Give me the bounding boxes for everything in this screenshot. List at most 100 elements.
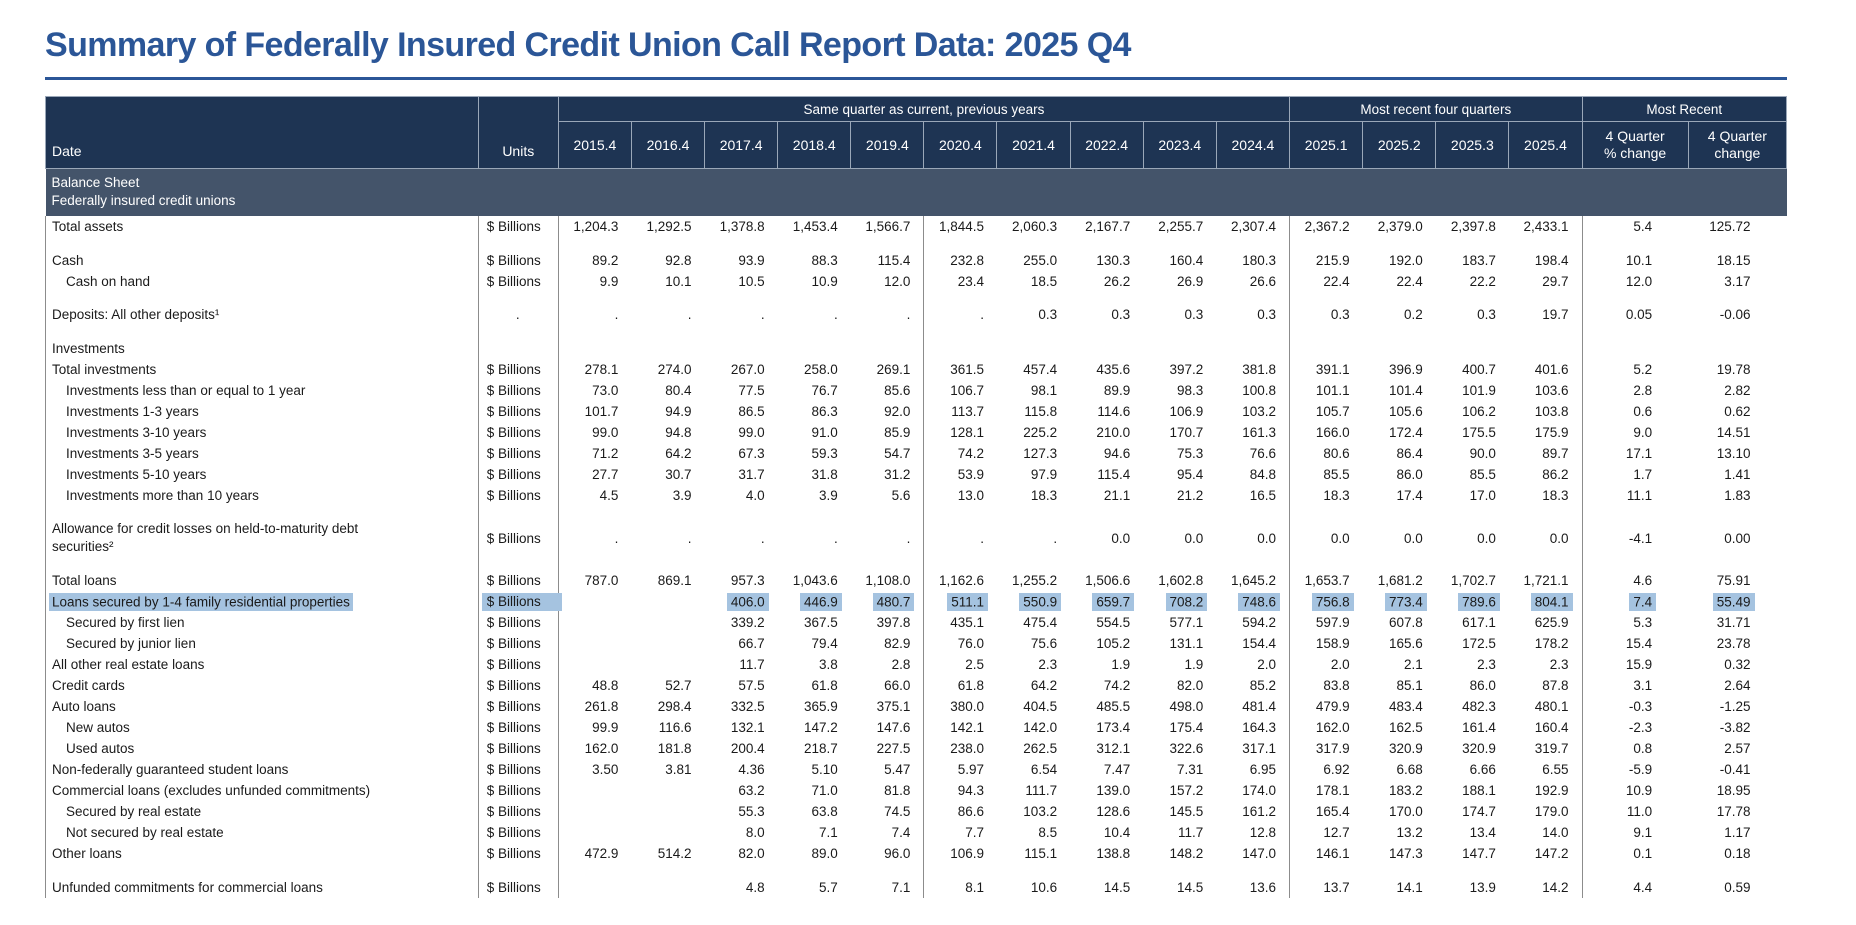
value-cell: 1,378.8 <box>705 216 778 237</box>
cell-value: . <box>614 530 619 546</box>
cell-value: 480.1 <box>1534 699 1569 715</box>
cell-value: 577.1 <box>1169 615 1204 631</box>
cell-value: 7.1 <box>891 879 911 895</box>
cell-value: 76.6 <box>1249 445 1277 461</box>
cell-value: 57.5 <box>738 678 765 694</box>
value-cell <box>850 325 925 359</box>
row-label-cell: Secured by first lien <box>45 612 479 634</box>
units-value: $ Billions <box>486 424 541 440</box>
value-cell: 9.1 <box>1582 822 1688 843</box>
value-cell: 607.8 <box>1363 612 1436 633</box>
value-cell: 2.57 <box>1688 738 1786 759</box>
cell-value: 2.82 <box>1724 382 1751 398</box>
table-row: Total loans $ Billions 787.0 869.1 957.3 1,04… <box>45 557 1787 592</box>
cell-value: 80.6 <box>1323 445 1350 461</box>
value-cell: 7.1 <box>850 864 925 898</box>
cell-value: 64.2 <box>665 445 692 461</box>
cell-value: 0.00 <box>1724 530 1751 546</box>
value-cell: . <box>631 506 704 558</box>
value-cell: 63.8 <box>778 801 851 822</box>
value-cell: 406.0 <box>705 591 778 612</box>
value-cell: 1,204.3 <box>558 216 631 237</box>
row-label: Total assets <box>52 219 124 235</box>
value-cell: 147.2 <box>1508 843 1583 865</box>
value-cell: 0.3 <box>1143 292 1216 326</box>
cell-value: 89.0 <box>811 846 838 862</box>
table-row: Commercial loans (excludes unfunded comm… <box>45 780 1787 802</box>
cell-value: 0.3 <box>1330 307 1350 323</box>
cell-value: 10.5 <box>738 273 765 289</box>
units-value: $ Billions <box>486 699 541 715</box>
cell-value: 147.3 <box>1388 846 1423 862</box>
row-label: Deposits: All other deposits¹ <box>52 307 220 323</box>
value-cell: 396.9 <box>1363 359 1436 380</box>
cell-value: 147.2 <box>1534 846 1569 862</box>
cell-value: 181.8 <box>657 741 692 757</box>
cell-value: 12.0 <box>884 273 911 289</box>
cell-value: 6.92 <box>1323 762 1350 778</box>
cell-value: 106.7 <box>950 382 984 398</box>
cell-value: 210.0 <box>1096 424 1131 440</box>
value-cell: 128.6 <box>1070 801 1143 822</box>
cell-value: 10.1 <box>1625 252 1653 268</box>
row-label: New autos <box>66 720 130 736</box>
cell-value: 59.3 <box>811 445 838 461</box>
value-cell: 1,602.8 <box>1143 558 1216 592</box>
value-cell: 142.1 <box>924 717 997 738</box>
date-column-header: Date <box>45 96 479 169</box>
units-cell: $ Billions <box>478 484 559 506</box>
table-row: Investments more than 10 years $ Billions… <box>45 484 1787 506</box>
table-header: Date Units Same quarter as current, prev… <box>45 96 1788 169</box>
value-cell: 322.6 <box>1143 738 1216 759</box>
value-cell: 148.2 <box>1143 843 1216 864</box>
page: Summary of Federally Insured Credit Unio… <box>45 26 1788 898</box>
value-cell: 14.0 <box>1508 822 1583 844</box>
value-cell: 0.6 <box>1582 401 1688 422</box>
value-cell: 480.7 <box>850 591 925 613</box>
value-cell: 63.2 <box>705 780 778 801</box>
cell-value: 113.7 <box>951 403 984 419</box>
cell-value: 17.78 <box>1716 804 1751 820</box>
cell-value: 61.8 <box>811 678 838 694</box>
value-cell: 7.7 <box>924 822 997 843</box>
cell-value: -2.3 <box>1628 720 1653 736</box>
cell-value: 11.0 <box>1626 804 1653 820</box>
cell-value: 2.0 <box>1257 657 1277 673</box>
value-cell: 92.8 <box>631 237 704 271</box>
row-label-cell: Investments less than or equal to 1 year <box>45 379 479 401</box>
value-cell <box>1363 325 1436 359</box>
value-cell: -0.06 <box>1688 292 1786 326</box>
value-cell: 178.1 <box>1290 780 1363 801</box>
cell-value: 320.9 <box>1462 741 1496 757</box>
value-cell: 161.3 <box>1216 421 1291 443</box>
value-cell: 98.3 <box>1143 380 1216 401</box>
cell-value: 7.47 <box>1103 762 1131 778</box>
row-label: Investments 5-10 years <box>66 466 207 482</box>
cell-value: 322.6 <box>1169 741 1204 757</box>
cell-value: 89.2 <box>592 252 619 268</box>
cell-value: 86.2 <box>1542 466 1569 482</box>
value-cell: 10.9 <box>778 271 851 292</box>
cell-value: 9.0 <box>1633 424 1653 440</box>
value-cell: -1.25 <box>1688 696 1786 717</box>
value-cell: 6.55 <box>1508 759 1583 781</box>
cell-value: 131.1 <box>1169 636 1204 652</box>
cell-value: 86.3 <box>811 403 838 419</box>
value-cell: . <box>997 506 1070 558</box>
cell-value: 13.7 <box>1323 879 1350 895</box>
value-cell <box>1290 325 1363 359</box>
value-cell: 8.0 <box>705 822 778 843</box>
cell-value: 2.57 <box>1724 741 1751 757</box>
value-cell: 106.9 <box>924 843 997 864</box>
row-label-cell: All other real estate loans <box>45 654 479 676</box>
cell-value: 6.54 <box>1030 762 1058 778</box>
cell-value: 397.8 <box>876 615 911 631</box>
cell-value: 659.7 <box>1092 592 1135 611</box>
cell-value: 13.6 <box>1249 879 1277 895</box>
cell-value: 0.0 <box>1330 530 1350 546</box>
cell-value: 106.2 <box>1462 403 1496 419</box>
value-cell: 4.4 <box>1582 864 1688 898</box>
units-cell <box>478 325 559 359</box>
units-cell: $ Billions <box>478 612 559 634</box>
value-cell: 361.5 <box>924 359 997 380</box>
